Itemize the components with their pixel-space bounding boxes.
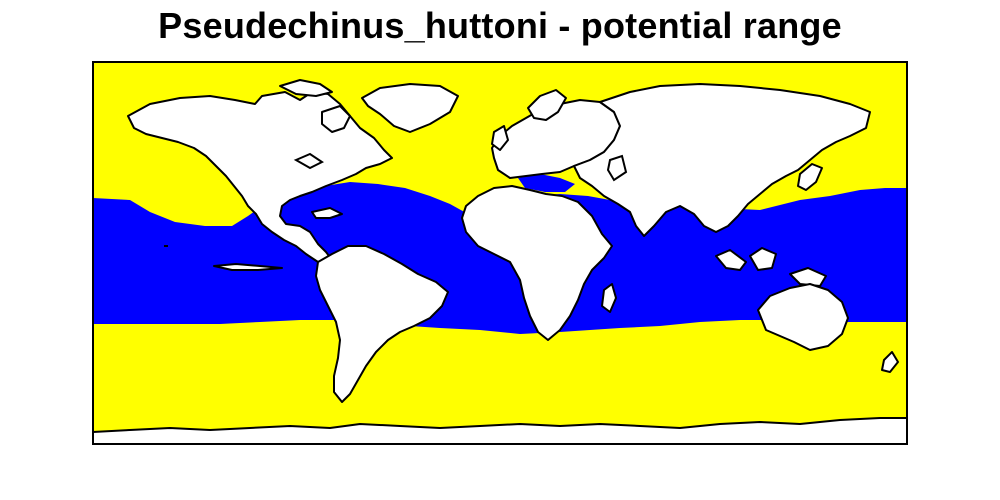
landmass-arctic-islands [279, 79, 333, 97]
map-frame [92, 61, 908, 445]
landmass-sumatra [715, 249, 747, 271]
landmass-central-islands [213, 263, 283, 271]
landmass-asia [573, 83, 871, 237]
caspian-outline [606, 154, 628, 182]
landmass-new-zealand [881, 351, 899, 373]
landmass-new-guinea [789, 267, 827, 287]
landmass-borneo [749, 247, 777, 271]
landmass-australia [757, 283, 849, 351]
landmass-south-america [315, 245, 449, 403]
landmass-scandinavia [527, 89, 567, 121]
landmass-africa [461, 185, 613, 341]
landmass-japan [797, 163, 823, 191]
landmass-antarctica [92, 417, 908, 445]
landmass-greenland [361, 83, 459, 133]
lake-outline [293, 152, 324, 170]
landmass-baffin [321, 105, 351, 133]
mediterranean-range [518, 174, 575, 192]
landmass-madagascar [601, 283, 617, 313]
map-title: Pseudechinus_huttoni - potential range [158, 5, 842, 46]
landmass-caribbean [311, 207, 343, 219]
landmass-british-isles [491, 125, 509, 151]
